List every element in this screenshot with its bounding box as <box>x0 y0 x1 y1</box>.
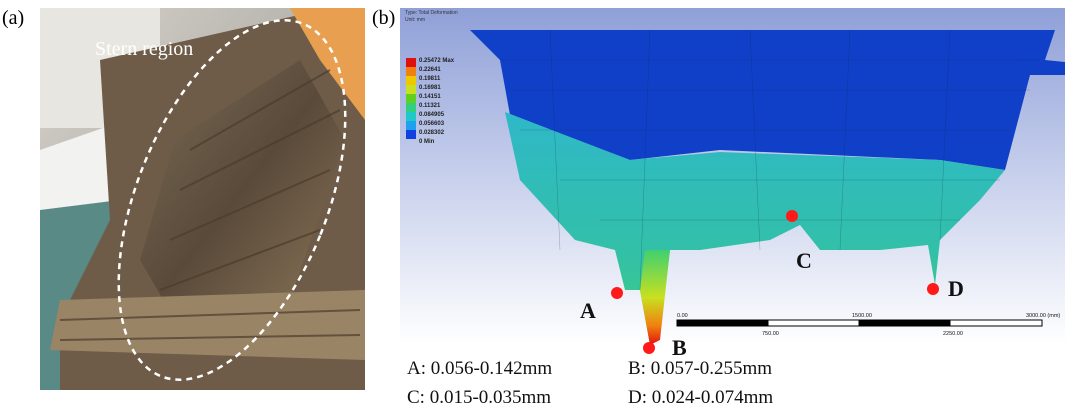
point-label: B <box>672 335 687 360</box>
legend-label: 0.056603 <box>419 121 445 127</box>
result: D: 0.024-0.074mm <box>628 387 773 408</box>
legend-label: 0.11321 <box>419 103 441 109</box>
photo <box>40 8 365 390</box>
contour-legend <box>406 58 416 139</box>
annotation: Stern region <box>95 38 193 60</box>
panel-label: (a) <box>2 7 24 29</box>
panel-label: (b) <box>372 7 395 29</box>
scale-label: 1500.00 <box>852 313 872 319</box>
legend-label: 0.084905 <box>419 112 445 118</box>
legend-label: 0.028302 <box>419 130 445 136</box>
point-label: A <box>580 298 596 323</box>
scale-label: 0.00 <box>677 313 688 319</box>
legend-label: 0.16981 <box>419 85 441 91</box>
point-label: C <box>796 248 812 273</box>
legend-label: 0.22641 <box>419 67 441 73</box>
legend-label: 0 Min <box>419 139 435 145</box>
result: B: 0.057-0.255mm <box>628 358 772 379</box>
header: Type: Total Deformation <box>405 10 458 16</box>
result: A: 0.056-0.142mm <box>407 358 552 379</box>
scale-label: 750.00 <box>762 331 779 337</box>
legend-label: 0.25472 Max <box>419 58 455 64</box>
result: C: 0.015-0.035mm <box>407 387 551 408</box>
legend-label: 0.19811 <box>419 76 441 82</box>
legend-label: 0.14151 <box>419 94 441 100</box>
fea-image <box>400 8 1065 354</box>
point-label: D <box>948 276 964 301</box>
scale-label: 2250.00 <box>943 331 963 337</box>
header: Unit: mm <box>405 17 425 23</box>
scale-label: 3000.00 (mm) <box>1026 313 1060 319</box>
legend-labels: 0.25472 Max 0.22641 0.19811 0.16981 0.14… <box>419 58 455 145</box>
